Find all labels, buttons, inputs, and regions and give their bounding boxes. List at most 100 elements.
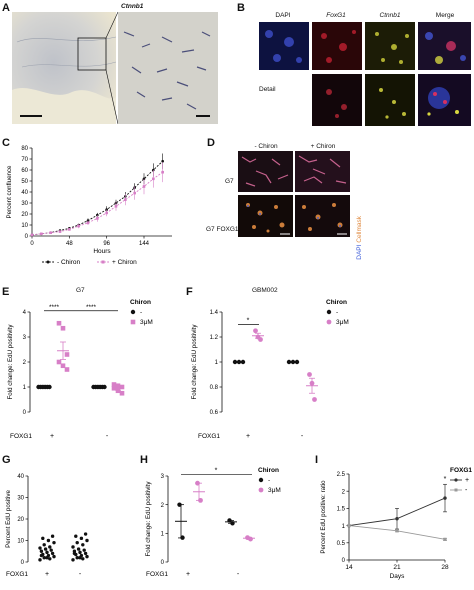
- col-label-minus-chiron: - Chiron: [254, 143, 278, 150]
- data-point: [105, 211, 108, 215]
- panel-a-title: Ctnnb1: [121, 3, 144, 10]
- channel-label-merge: Merge: [435, 12, 455, 19]
- data-point: [45, 556, 49, 560]
- data-point: [78, 550, 82, 555]
- data-point: [56, 320, 62, 326]
- legend-marker: [258, 487, 264, 493]
- sig-label: ****: [49, 304, 60, 311]
- y-tick-label: 1: [342, 524, 346, 530]
- data-point: [119, 390, 125, 396]
- data-point: [38, 546, 42, 550]
- row-label-foxg1: FOXG1: [10, 433, 32, 440]
- panel-f-title: GBM002: [252, 287, 278, 294]
- data-point: [71, 558, 75, 562]
- legend-marker: [130, 319, 136, 325]
- data-point: [83, 532, 88, 536]
- series-line-1: [31, 171, 163, 236]
- panel-a-micrographs: [12, 12, 218, 124]
- data-point: [96, 213, 99, 217]
- y-tick-label: 2: [342, 489, 346, 495]
- stain-dapi: DAPI: [356, 244, 363, 260]
- x-tick-label: 48: [66, 241, 73, 247]
- panel-g-letter: G: [2, 454, 11, 466]
- y-tick-label: 60: [21, 168, 28, 174]
- data-point: [81, 557, 85, 561]
- y-tick-label: 0.5: [337, 541, 346, 547]
- y-tick-label: 30: [17, 496, 24, 502]
- legend-title: Chiron: [258, 467, 279, 474]
- legend-label: -: [268, 477, 270, 484]
- data-point: [443, 496, 447, 500]
- data-point: [46, 538, 51, 543]
- y-tick-label: 1: [215, 360, 219, 366]
- panel-i-chart: 0 0.5 1 1.5 2 2.5 Percent EdU positive: ratio 1…: [320, 467, 472, 580]
- panel-f-letter: F: [186, 286, 193, 298]
- panel-d-letter: D: [207, 137, 215, 149]
- data-point: [76, 547, 81, 551]
- data-point: [111, 382, 117, 387]
- data-point: [395, 517, 399, 521]
- y-tick-label: 1.5: [337, 507, 346, 513]
- data-point: [39, 553, 44, 558]
- data-point: [49, 231, 52, 234]
- foxg1-image: [312, 22, 362, 70]
- legend-label: -: [140, 309, 142, 316]
- y-tick-label: 1: [23, 385, 27, 391]
- data-point: [72, 551, 77, 556]
- y-tick-label: 3: [161, 474, 165, 480]
- y-tick-label: 0: [23, 410, 27, 416]
- y-tick-label: 10: [17, 539, 24, 545]
- x-tick-label: 28: [441, 564, 449, 571]
- detail-image-2: [365, 74, 415, 126]
- ko-plus-chiron-image: [295, 195, 350, 237]
- g7-plus-chiron-image: [295, 151, 350, 192]
- data-point: [71, 545, 75, 549]
- y-tick-label: 4: [23, 310, 27, 316]
- data-point: [240, 359, 246, 365]
- data-point: [68, 228, 71, 231]
- sig-label: *: [444, 476, 447, 483]
- series-line-0: [31, 160, 163, 236]
- y-axis-label: Percent confluence: [6, 165, 13, 219]
- legend-label: +: [465, 477, 469, 484]
- data-point: [86, 221, 90, 225]
- data-point: [307, 372, 312, 377]
- channel-label-foxg1: FoxG1: [326, 12, 346, 19]
- y-tick-label: 20: [21, 212, 28, 218]
- panel-i-letter: I: [315, 454, 319, 466]
- data-point: [96, 217, 99, 220]
- panel-h-letter: H: [140, 454, 148, 466]
- legend-label: -: [336, 309, 338, 316]
- merge-image: [418, 22, 471, 70]
- data-point: [75, 556, 79, 560]
- row-label-foxg1: FOXG1: [146, 571, 168, 578]
- y-tick-label: 1.2: [210, 335, 219, 341]
- y-axis-label: Percent EdU positive: [5, 490, 12, 548]
- y-axis-label: Fold change: EdU positivity: [191, 324, 198, 400]
- legend-marker: [326, 319, 332, 325]
- detail-row-label: Detail: [259, 86, 276, 93]
- y-tick-label: 2.5: [337, 472, 346, 478]
- legend-label: 3μM: [336, 319, 349, 326]
- legend-label: 3μM: [268, 487, 281, 494]
- data-point: [38, 558, 42, 562]
- dapi-image: [259, 22, 309, 70]
- panel-e-chart: 0 1 2 3 4 Fold change: EdU positivity **** ****…: [7, 299, 153, 440]
- group-label: -: [79, 571, 82, 578]
- data-point: [294, 359, 300, 365]
- panel-c-letter: C: [2, 137, 10, 149]
- group-label: +: [50, 433, 54, 440]
- legend-title: FOXG1: [450, 467, 472, 474]
- data-point: [236, 359, 242, 365]
- legend-marker: [130, 309, 136, 315]
- y-tick-label: 2: [161, 503, 165, 509]
- x-tick-label: 96: [103, 241, 110, 247]
- y-tick-label: 0: [161, 560, 165, 566]
- data-point: [290, 359, 296, 365]
- y-tick-label: 40: [21, 190, 28, 196]
- x-tick-label: 21: [393, 564, 401, 571]
- data-point: [102, 384, 107, 390]
- data-point: [39, 549, 44, 553]
- y-tick-label: 80: [21, 146, 28, 152]
- y-tick-label: 70: [21, 157, 28, 163]
